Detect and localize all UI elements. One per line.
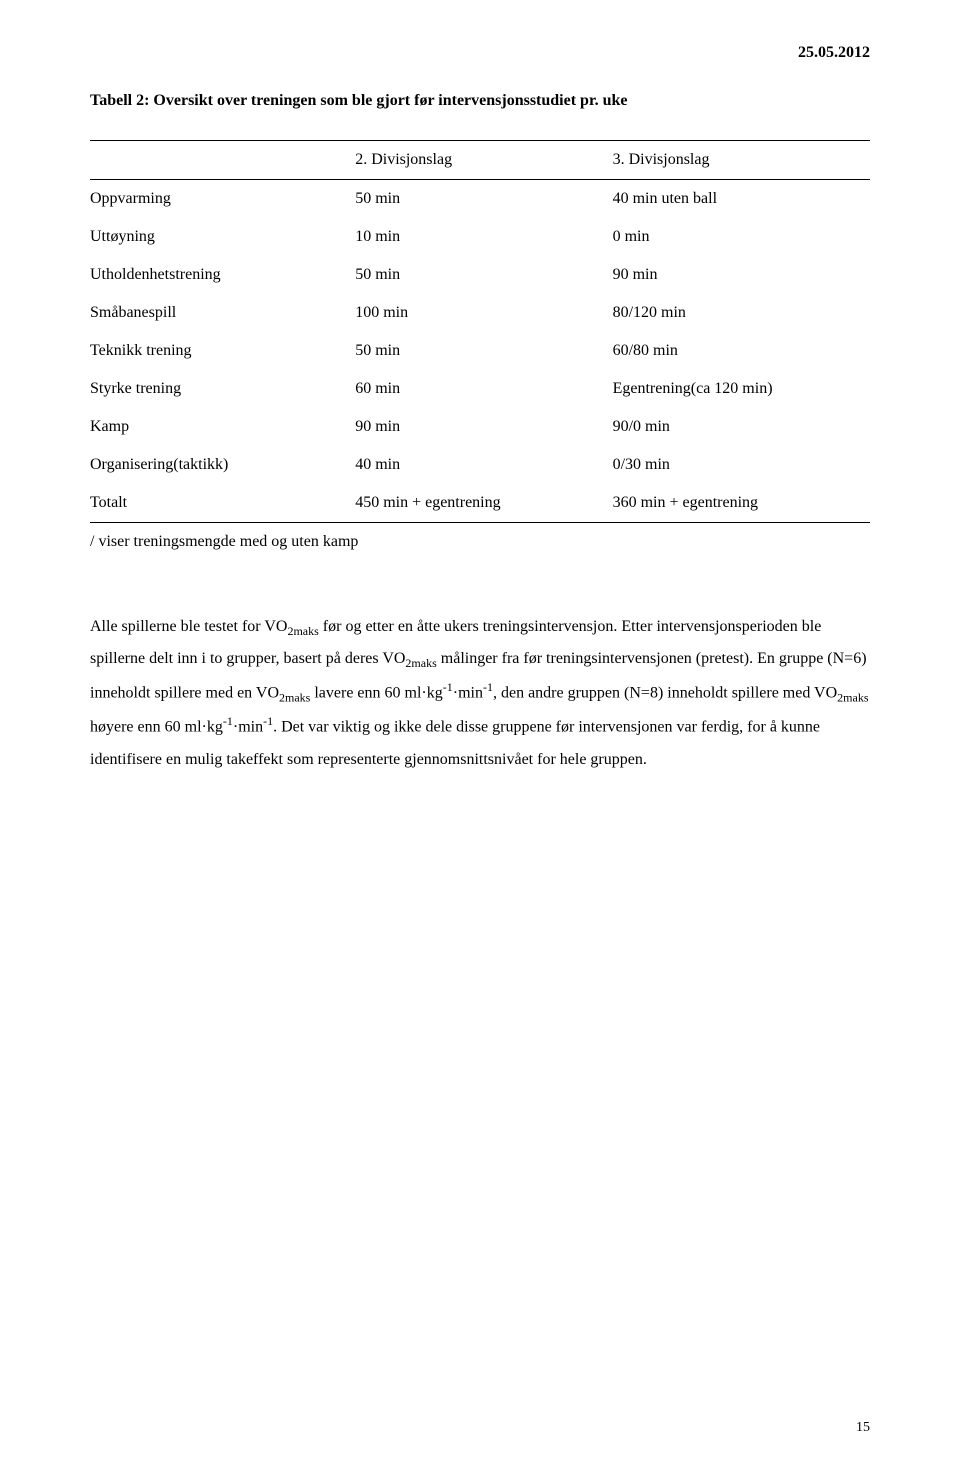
subscript: 2maks [287,624,318,638]
table-row: Oppvarming 50 min 40 min uten ball [90,179,870,218]
table-row: Utholdenhetstrening 50 min 90 min [90,256,870,294]
table-row: Organisering(taktikk) 40 min 0/30 min [90,446,870,484]
table-cell: 10 min [355,218,612,256]
superscript: -1 [483,680,493,694]
table-row: Kamp 90 min 90/0 min [90,408,870,446]
table-cell: Egentrening(ca 120 min) [613,370,870,408]
table-header-col0 [90,140,355,179]
table-row: Uttøyning 10 min 0 min [90,218,870,256]
table-cell: 60 min [355,370,612,408]
subscript: 2maks [837,690,868,704]
table-cell: Totalt [90,484,355,523]
table-cell: 0 min [613,218,870,256]
table-cell: Kamp [90,408,355,446]
subscript: 2maks [279,690,310,704]
table-cell: 0/30 min [613,446,870,484]
table-cell: Teknikk trening [90,332,355,370]
table-cell: 360 min + egentrening [613,484,870,523]
page-number: 15 [856,1420,870,1436]
table-title: Tabell 2: Oversikt over treningen som bl… [90,88,870,114]
table-cell: Oppvarming [90,179,355,218]
superscript: -1 [443,680,453,694]
table-cell: 40 min uten ball [613,179,870,218]
table-header-row: 2. Divisjonslag 3. Divisjonslag [90,140,870,179]
table-cell: 90 min [355,408,612,446]
table-cell: 90/0 min [613,408,870,446]
table-cell: 50 min [355,179,612,218]
table-row: Styrke trening 60 min Egentrening(ca 120… [90,370,870,408]
subscript: 2maks [405,656,436,670]
table-cell: 50 min [355,332,612,370]
table-cell: 80/120 min [613,294,870,332]
table-row: Småbanespill 100 min 80/120 min [90,294,870,332]
table-cell: 90 min [613,256,870,294]
table-cell: Uttøyning [90,218,355,256]
document-date: 25.05.2012 [798,44,870,62]
training-table: 2. Divisjonslag 3. Divisjonslag Oppvarmi… [90,140,870,523]
table-header-col2: 3. Divisjonslag [613,140,870,179]
table-row: Teknikk trening 50 min 60/80 min [90,332,870,370]
table-cell: 50 min [355,256,612,294]
table-cell: Styrke trening [90,370,355,408]
table-cell: Småbanespill [90,294,355,332]
table-cell: Utholdenhetstrening [90,256,355,294]
table-cell: 40 min [355,446,612,484]
table-footnote: / viser treningsmengde med og uten kamp [90,533,870,551]
para-text: lavere enn 60 ml·kg [310,684,442,701]
table-cell: 60/80 min [613,332,870,370]
table-row: Totalt 450 min + egentrening 360 min + e… [90,484,870,523]
superscript: -1 [263,714,273,728]
para-text: ·min [233,719,263,736]
para-text: , den andre gruppen (N=8) inneholdt spil… [493,684,837,701]
superscript: -1 [223,714,233,728]
para-text: Alle spillerne ble testet for VO [90,618,287,635]
table-cell: 450 min + egentrening [355,484,612,523]
para-text: ·min [453,684,483,701]
table-cell: 100 min [355,294,612,332]
table-cell: Organisering(taktikk) [90,446,355,484]
para-text: høyere enn 60 ml·kg [90,719,223,736]
table-header-col1: 2. Divisjonslag [355,140,612,179]
body-paragraph: Alle spillerne ble testet for VO2maks fø… [90,611,870,776]
